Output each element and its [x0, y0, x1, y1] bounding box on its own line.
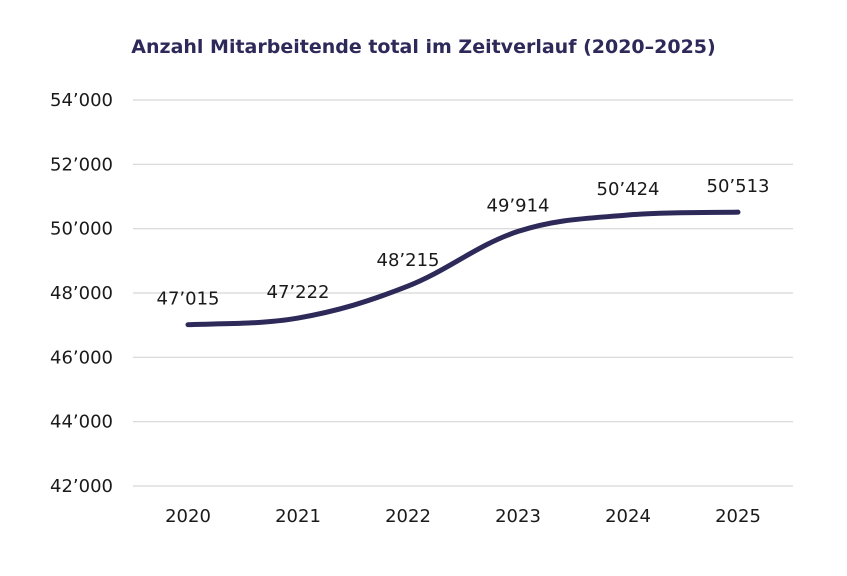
x-tick-label: 2024 [605, 506, 651, 527]
x-tick-label: 2023 [495, 506, 541, 527]
data-label: 47’222 [267, 282, 330, 303]
y-tick-label: 48’000 [50, 283, 113, 304]
data-label: 48’215 [377, 250, 440, 271]
x-tick-label: 2022 [385, 506, 431, 527]
data-label: 49’914 [487, 195, 550, 216]
series-line [185, 209, 741, 328]
x-tick-label: 2025 [715, 506, 761, 527]
y-tick-label: 50’000 [50, 219, 113, 240]
y-tick-label: 42’000 [50, 476, 113, 497]
gridlines [133, 99, 793, 487]
y-tick-label: 52’000 [50, 154, 113, 175]
chart-title: Anzahl Mitarbeitende total im Zeitverlau… [131, 36, 716, 58]
x-axis-ticks: 2020 2021 2022 2023 2024 2025 [165, 506, 761, 527]
x-tick-label: 2021 [275, 506, 321, 527]
data-label: 47’015 [157, 289, 220, 310]
y-tick-label: 54’000 [50, 90, 113, 111]
x-tick-label: 2020 [165, 506, 211, 527]
data-label: 50’424 [597, 179, 660, 200]
y-tick-label: 46’000 [50, 347, 113, 368]
data-labels: 47’015 47’222 48’215 49’914 50’424 50’513 [157, 176, 770, 310]
y-axis-ticks: 54’000 52’000 50’000 48’000 46’000 44’000 42’0… [50, 90, 113, 497]
data-label: 50’513 [707, 176, 770, 197]
series-line-path [185, 209, 741, 328]
y-tick-label: 44’000 [50, 412, 113, 433]
